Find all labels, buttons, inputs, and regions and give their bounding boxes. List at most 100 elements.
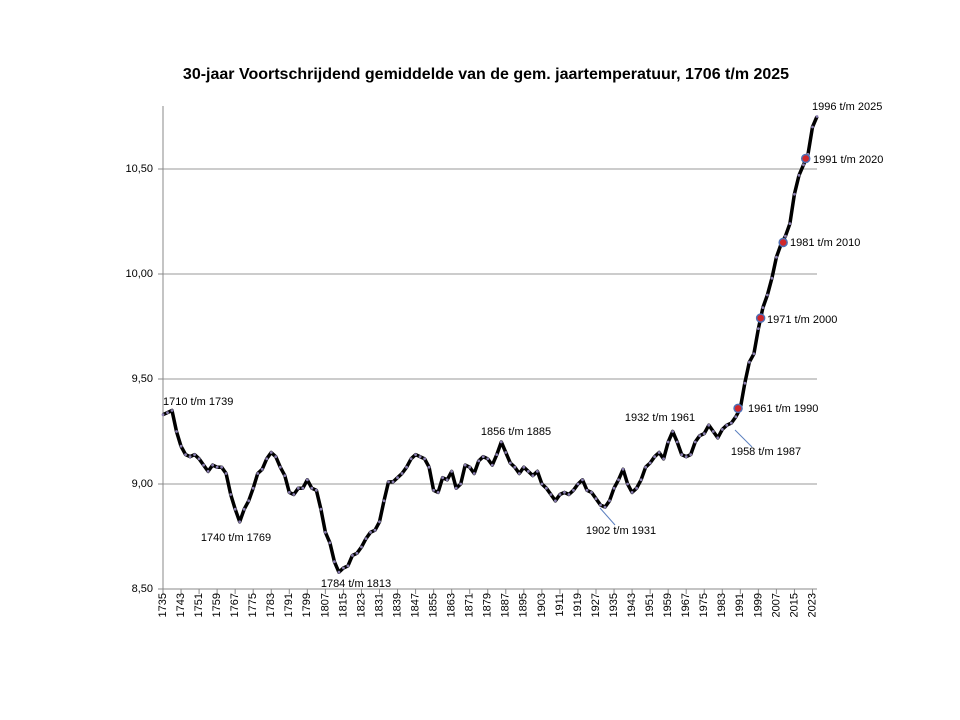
annotation-label: 1961 t/m 1990 [748, 403, 818, 415]
data-point [463, 463, 467, 467]
x-tick-label: 2007 [770, 593, 782, 617]
data-point [495, 453, 499, 456]
data-point [242, 507, 246, 511]
data-point [328, 541, 332, 545]
x-tick-label: 1751 [193, 593, 205, 617]
data-point [662, 457, 666, 461]
data-point [337, 570, 341, 574]
data-point [405, 465, 408, 469]
data-point [260, 467, 264, 471]
data-point [400, 472, 404, 475]
data-point [238, 520, 242, 524]
x-tick-label: 1959 [662, 593, 674, 617]
annotation-label: 1958 t/m 1987 [731, 446, 801, 458]
data-point [193, 453, 196, 456]
data-point [481, 455, 485, 459]
annotation-label: 1902 t/m 1931 [586, 525, 656, 537]
data-point [563, 491, 566, 494]
data-point [608, 499, 611, 503]
x-tick-label: 1967 [680, 593, 692, 617]
x-tick-label: 1983 [716, 593, 728, 617]
x-tick-label: 1743 [175, 593, 187, 617]
x-tick-label: 1919 [572, 593, 584, 617]
chart-title: 30-jaar Voortschrijdend gemiddelde van d… [183, 66, 789, 83]
data-point [540, 482, 544, 486]
annotation-label: 1971 t/m 2000 [767, 314, 837, 326]
data-point [635, 486, 638, 490]
data-point [486, 457, 490, 461]
highlight-point [778, 237, 788, 248]
data-point [644, 465, 648, 469]
data-point [220, 465, 224, 469]
y-tick-label: 9,00 [132, 478, 153, 490]
data-point [211, 463, 215, 467]
data-point [454, 486, 458, 490]
x-tick-label: 1999 [752, 593, 764, 617]
data-point [382, 499, 386, 503]
y-tick-label: 10,00 [125, 268, 153, 280]
data-point [707, 423, 711, 427]
x-tick-label: 1943 [626, 593, 638, 617]
data-point [590, 491, 593, 494]
data-point [720, 428, 724, 431]
data-point [734, 415, 738, 419]
x-tick-label: 2023 [806, 593, 818, 617]
data-point [391, 480, 395, 484]
x-tick-label: 1895 [518, 593, 530, 617]
data-point [373, 528, 377, 532]
data-point [229, 493, 233, 496]
leader-line [599, 507, 616, 526]
data-point [747, 360, 751, 364]
data-point [711, 430, 715, 433]
data-point [409, 457, 413, 461]
x-tick-label: 1855 [428, 593, 440, 617]
annotation-label: 1856 t/m 1885 [481, 426, 551, 438]
data-point [752, 352, 756, 356]
x-tick-label: 1799 [301, 593, 313, 617]
data-point [689, 453, 693, 456]
annotation-label: 1991 t/m 2020 [813, 154, 883, 166]
x-tick-label: 1791 [283, 593, 295, 617]
data-point [323, 530, 327, 534]
data-point [450, 470, 454, 473]
data-point [233, 507, 237, 511]
data-point [274, 455, 278, 459]
x-tick-label: 1975 [698, 593, 710, 617]
x-tick-label: 1807 [319, 593, 331, 617]
leader-line [734, 429, 753, 448]
data-point [427, 465, 431, 469]
data-point [283, 474, 287, 477]
data-point [558, 493, 562, 496]
annotation-label: 1996 t/m 2025 [812, 101, 882, 113]
data-point [761, 306, 765, 309]
data-point [472, 472, 476, 475]
data-point [793, 192, 796, 196]
x-tick-label: 1823 [355, 593, 367, 617]
data-point [671, 430, 675, 433]
series-line [162, 115, 819, 574]
data-point [770, 276, 774, 280]
data-point [468, 465, 472, 469]
data-point [504, 451, 508, 454]
data-point [657, 451, 661, 454]
data-point [314, 488, 318, 492]
data-point [332, 560, 336, 564]
annotation-label: 1784 t/m 1813 [321, 578, 391, 590]
data-point [292, 493, 296, 496]
highlight-point [733, 403, 743, 414]
data-point [756, 327, 760, 330]
data-point [693, 440, 697, 444]
x-tick-label: 1991 [734, 593, 746, 617]
data-point [544, 486, 548, 490]
data-point [202, 463, 205, 467]
data-point [161, 413, 165, 417]
data-point [775, 255, 778, 259]
data-point [269, 451, 273, 454]
data-point [617, 478, 620, 482]
y-tick-label: 10,50 [125, 163, 153, 175]
data-point [680, 453, 684, 456]
data-point [716, 436, 720, 440]
highlight-point [800, 153, 811, 164]
highlight-point [755, 313, 766, 323]
data-point [603, 505, 607, 509]
